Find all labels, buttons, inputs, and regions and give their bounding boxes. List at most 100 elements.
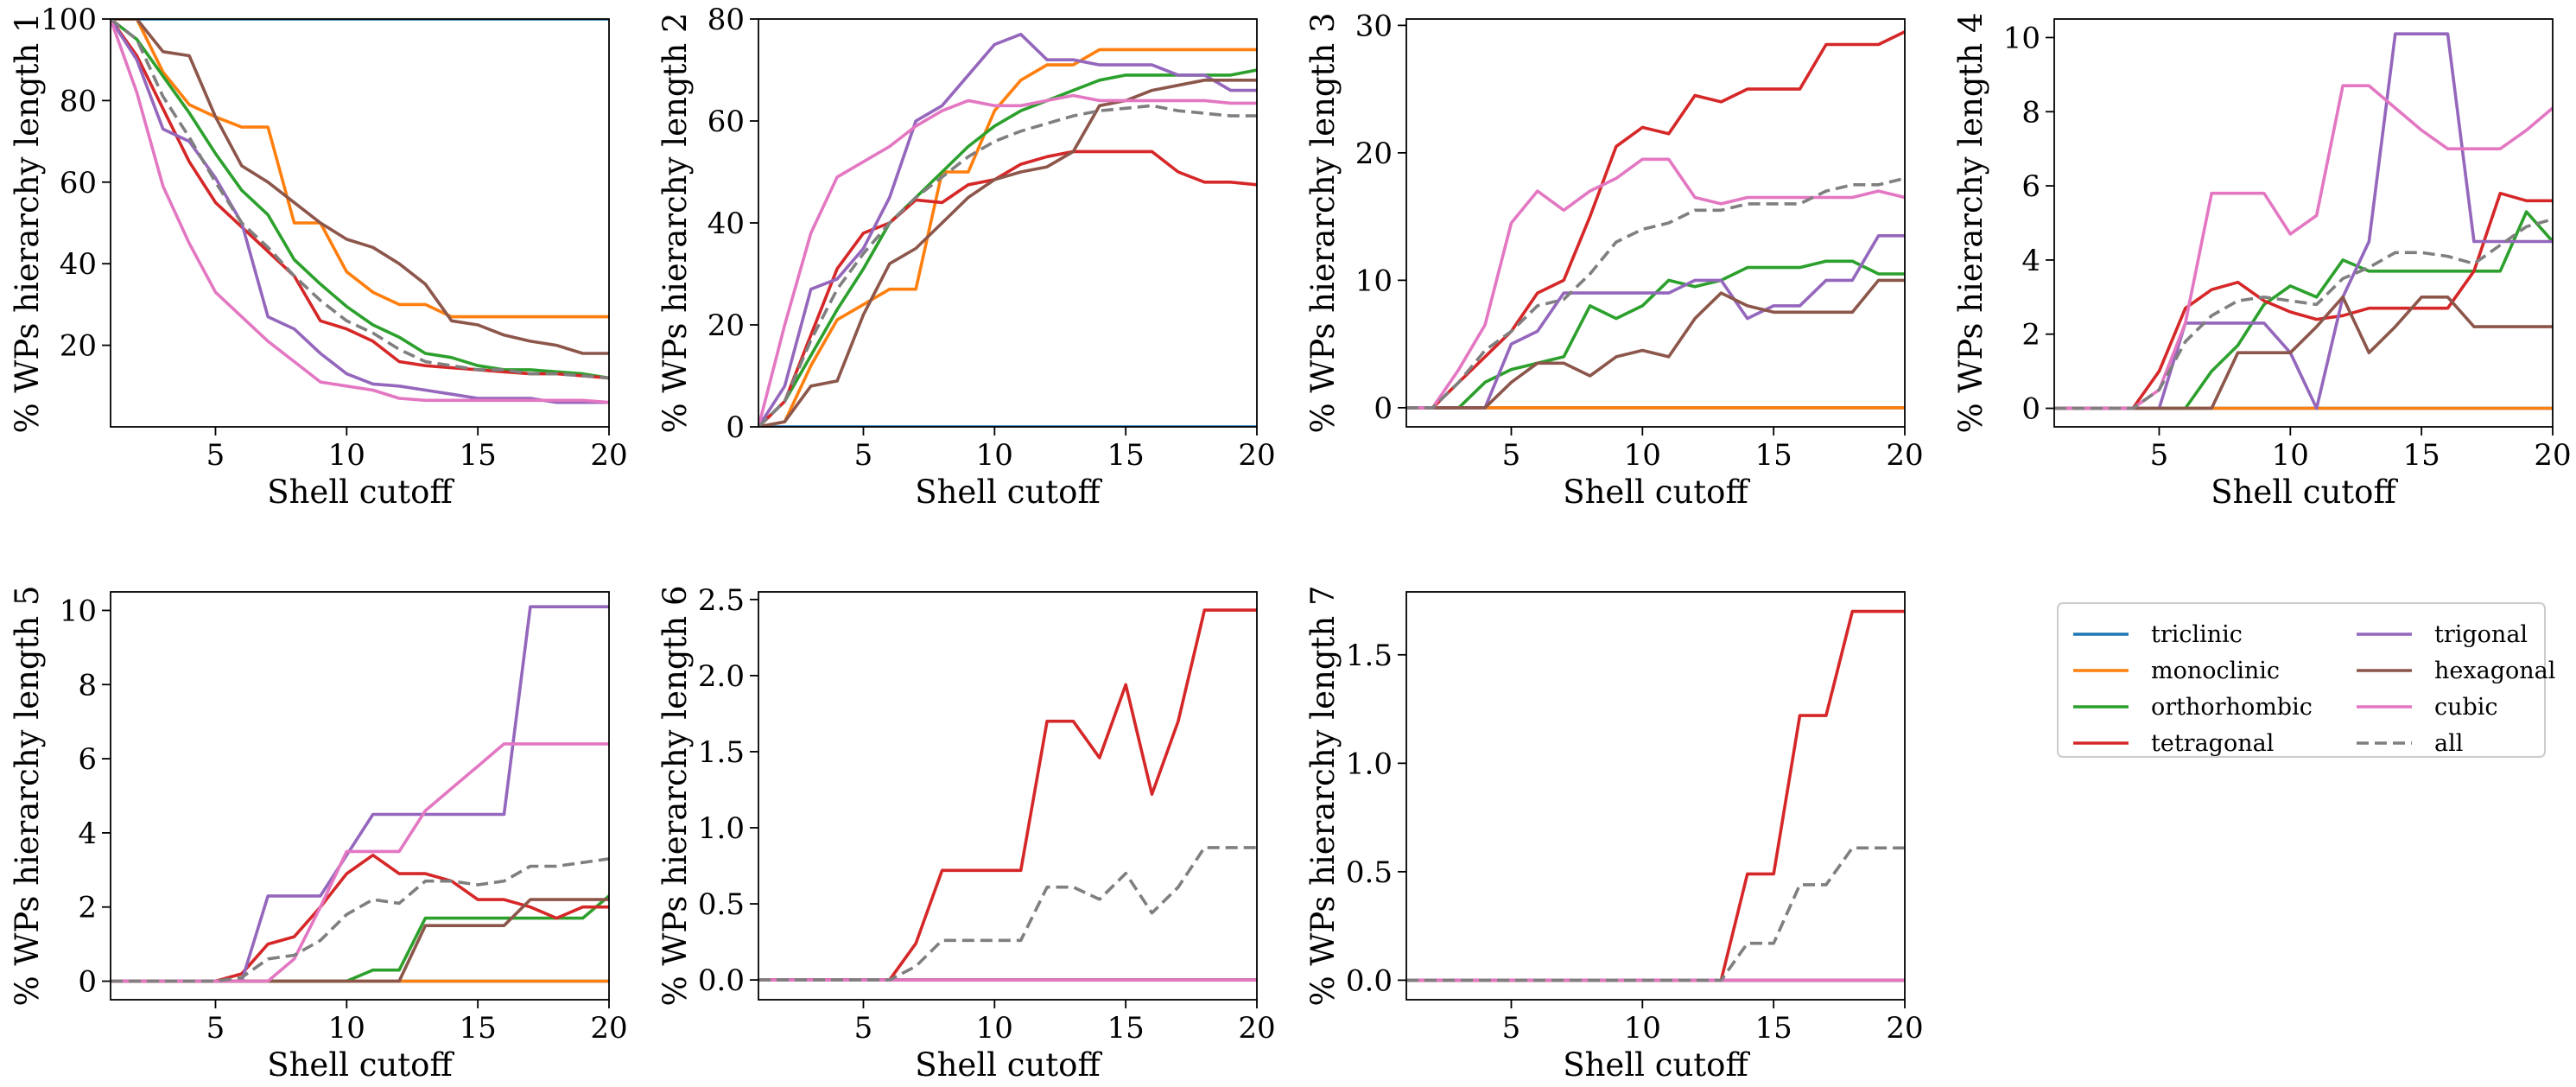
series-line-tetragonal xyxy=(758,149,1257,427)
y-tick-label: 10 xyxy=(60,594,97,628)
x-tick-label: 15 xyxy=(1107,1011,1145,1046)
x-tick-label: 20 xyxy=(1238,1011,1275,1046)
y-tick-label: 20 xyxy=(707,308,745,343)
y-axis-label: % WPs hierarchy length 4 xyxy=(1952,12,1989,433)
series-line-all xyxy=(758,846,1257,982)
legend-label: all xyxy=(2434,730,2463,757)
series-lines xyxy=(758,608,1257,982)
y-tick-label: 6 xyxy=(78,742,97,777)
y-tick-label: 0.5 xyxy=(1346,855,1393,890)
legend-label: cubic xyxy=(2434,694,2498,721)
y-tick-label: 0.0 xyxy=(1346,963,1393,998)
series-line-hexagonal xyxy=(758,79,1257,427)
legend-box xyxy=(2057,602,2546,758)
y-tick-label: 6 xyxy=(2021,169,2040,204)
y-tick-label: 1.5 xyxy=(1346,639,1393,673)
y-axis-label: % WPs hierarchy length 6 xyxy=(657,585,694,1006)
x-tick-label: 15 xyxy=(460,438,497,473)
series-line-trigonal xyxy=(2054,32,2553,410)
legend-label: tetragonal xyxy=(2151,730,2274,757)
y-tick-label: 1.0 xyxy=(698,811,745,846)
x-tick-label: 10 xyxy=(328,1011,365,1046)
chart-panel-2: 5 10 15 20 0 20 40 60 80 Shell cutoff % WPs hierar… xyxy=(657,3,1276,511)
x-tick-label: 5 xyxy=(1502,438,1521,473)
series-line-tetragonal xyxy=(1406,609,1905,982)
y-tick-label: 2.5 xyxy=(698,583,745,618)
legend-item-triclinic: triclinic xyxy=(2073,621,2243,648)
x-tick-label: 5 xyxy=(206,438,225,473)
axes-frame xyxy=(110,591,610,1001)
legend-item-monoclinic: monoclinic xyxy=(2073,658,2280,684)
series-lines xyxy=(1406,30,1905,410)
chart-panel-7: 5 10 15 20 0.0 0.5 1.0 1.5 Shell cutoff % WPs hie… xyxy=(1304,585,1924,1084)
x-tick-label: 10 xyxy=(328,438,365,473)
x-tick-label: 10 xyxy=(976,1011,1013,1046)
y-tick-label: 4 xyxy=(78,817,97,851)
legend-item-hexagonal: hexagonal xyxy=(2357,658,2555,684)
series-line-trigonal xyxy=(758,32,1257,427)
series-line-trigonal xyxy=(1406,233,1905,410)
y-tick-label: 20 xyxy=(1355,137,1393,171)
axes-frame xyxy=(758,591,1258,1001)
legend-item-tetragonal: tetragonal xyxy=(2073,730,2274,757)
x-tick-label: 5 xyxy=(854,438,873,473)
y-tick-label: 0.5 xyxy=(698,887,745,922)
series-line-cubic xyxy=(1406,157,1905,410)
x-tick-label: 10 xyxy=(1624,438,1661,473)
x-tick-label: 10 xyxy=(1624,1011,1661,1046)
y-axis-label: % WPs hierarchy length 7 xyxy=(1304,585,1342,1006)
y-tick-label: 1.5 xyxy=(698,735,745,770)
legend-item-all: all xyxy=(2357,730,2463,757)
series-lines xyxy=(111,605,609,983)
y-tick-label: 4 xyxy=(2021,244,2040,278)
x-tick-label: 5 xyxy=(1502,1011,1521,1046)
series-line-orthorhombic xyxy=(758,68,1257,427)
series-line-all xyxy=(1406,846,1905,982)
series-line-cubic xyxy=(2054,84,2553,410)
legend-label: triclinic xyxy=(2151,621,2243,648)
x-tick-label: 10 xyxy=(976,438,1013,473)
x-axis-label: Shell cutoff xyxy=(267,1046,454,1084)
y-tick-label: 0.0 xyxy=(698,963,745,998)
chart-panel-6: 5 10 15 20 0.0 0.5 1.0 1.5 2.0 2.5 Shell cutoff % W… xyxy=(657,583,1276,1084)
series-line-monoclinic xyxy=(758,48,1257,427)
y-tick-label: 0 xyxy=(78,965,97,1000)
series-line-hexagonal xyxy=(1406,278,1905,410)
x-tick-label: 15 xyxy=(1755,438,1792,473)
series-line-trigonal xyxy=(111,605,609,983)
series-lines xyxy=(1406,609,1905,982)
series-line-tetragonal xyxy=(1406,30,1905,410)
series-lines xyxy=(758,32,1257,427)
series-lines xyxy=(2054,32,2553,410)
series-line-tetragonal xyxy=(111,19,609,380)
legend: triclinic monoclinic orthorhombic tetragona… xyxy=(2057,602,2555,758)
x-tick-label: 15 xyxy=(1755,1011,1792,1046)
series-line-all xyxy=(1406,176,1905,410)
y-tick-label: 60 xyxy=(60,166,97,200)
series-line-monoclinic xyxy=(111,19,609,319)
x-tick-label: 20 xyxy=(1886,1011,1923,1046)
x-tick-label: 20 xyxy=(590,438,627,473)
y-tick-label: 20 xyxy=(60,329,97,364)
y-tick-label: 0 xyxy=(726,410,745,445)
legend-label: orthorhombic xyxy=(2151,694,2313,721)
axes-frame xyxy=(758,18,1258,428)
x-axis-label: Shell cutoff xyxy=(915,1046,1102,1084)
x-tick-label: 20 xyxy=(590,1011,627,1046)
legend-item-trigonal: trigonal xyxy=(2357,621,2528,648)
y-tick-label: 60 xyxy=(707,105,745,139)
y-tick-label: 100 xyxy=(41,3,97,37)
y-axis-label: % WPs hierarchy length 3 xyxy=(1304,12,1342,433)
x-axis-label: Shell cutoff xyxy=(2211,474,2398,511)
y-tick-label: 80 xyxy=(707,3,745,37)
y-tick-label: 30 xyxy=(1355,9,1393,43)
y-tick-label: 1.0 xyxy=(1346,747,1393,781)
series-line-hexagonal xyxy=(111,19,609,355)
x-tick-label: 5 xyxy=(206,1011,225,1046)
y-tick-label: 0 xyxy=(2021,392,2040,427)
x-axis-label: Shell cutoff xyxy=(1563,1046,1750,1084)
y-tick-label: 40 xyxy=(60,247,97,282)
series-line-all xyxy=(758,104,1257,427)
x-tick-label: 15 xyxy=(1107,438,1145,473)
